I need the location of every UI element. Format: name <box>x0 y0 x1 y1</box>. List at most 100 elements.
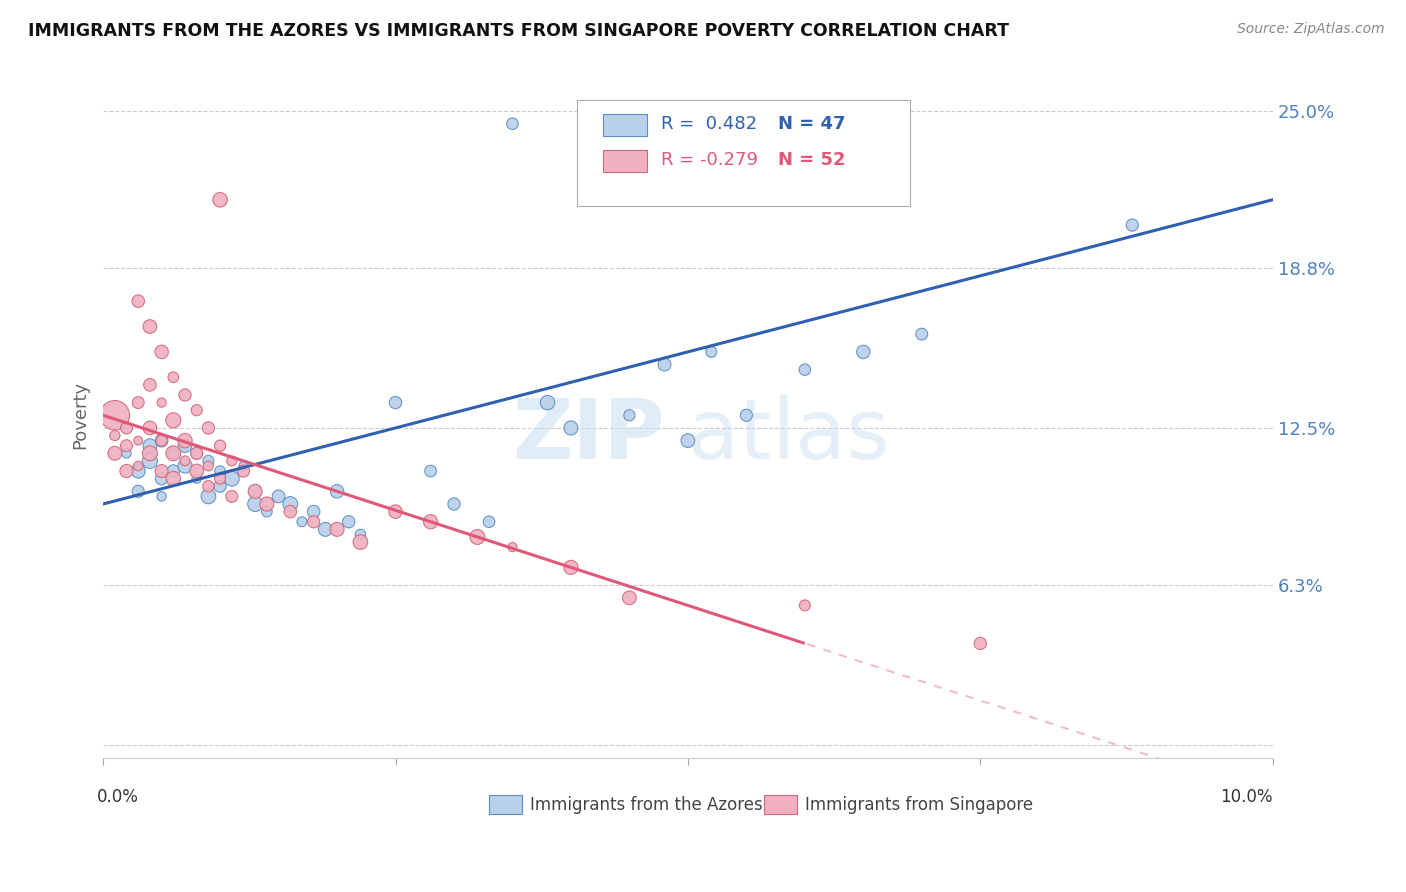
Point <box>1121 218 1143 232</box>
Point <box>127 458 149 473</box>
Point <box>115 446 138 460</box>
Point <box>127 395 149 409</box>
Point <box>209 193 232 207</box>
Point <box>467 530 489 544</box>
Point <box>443 497 465 511</box>
Point <box>302 505 325 519</box>
Point <box>221 454 243 468</box>
Point <box>314 522 336 536</box>
Point <box>186 446 208 460</box>
Point <box>150 434 173 448</box>
Point <box>221 472 243 486</box>
Point <box>162 446 184 460</box>
Point <box>104 428 127 442</box>
Point <box>162 472 184 486</box>
Point <box>139 454 162 468</box>
Point <box>174 458 197 473</box>
Point <box>221 490 243 504</box>
Point <box>209 479 232 493</box>
Point <box>186 446 208 460</box>
Text: N = 47: N = 47 <box>778 115 845 133</box>
Point <box>150 464 173 478</box>
Point <box>174 434 197 448</box>
Point <box>174 388 197 402</box>
Point <box>186 403 208 417</box>
Text: IMMIGRANTS FROM THE AZORES VS IMMIGRANTS FROM SINGAPORE POVERTY CORRELATION CHAR: IMMIGRANTS FROM THE AZORES VS IMMIGRANTS… <box>28 22 1010 40</box>
Point <box>197 454 219 468</box>
Point <box>174 439 197 453</box>
Point <box>302 515 325 529</box>
Point <box>267 490 290 504</box>
Point <box>150 395 173 409</box>
FancyBboxPatch shape <box>603 150 647 171</box>
Point <box>384 505 406 519</box>
Point <box>793 599 815 613</box>
Point <box>560 560 582 574</box>
Text: N = 52: N = 52 <box>778 151 845 169</box>
Point <box>162 464 184 478</box>
Point <box>326 484 349 499</box>
Point <box>501 117 523 131</box>
Point <box>209 472 232 486</box>
FancyBboxPatch shape <box>603 114 647 136</box>
Point <box>115 464 138 478</box>
Point <box>256 505 278 519</box>
Point <box>232 464 254 478</box>
Point <box>676 434 699 448</box>
Point <box>127 294 149 309</box>
Text: Source: ZipAtlas.com: Source: ZipAtlas.com <box>1237 22 1385 37</box>
Point <box>654 358 676 372</box>
Point <box>232 458 254 473</box>
Y-axis label: Poverty: Poverty <box>72 381 89 450</box>
Point <box>349 527 371 541</box>
Point <box>969 636 991 650</box>
Point <box>619 409 641 423</box>
Point <box>139 421 162 435</box>
Point <box>127 484 149 499</box>
Point <box>243 497 266 511</box>
Point <box>186 464 208 478</box>
FancyBboxPatch shape <box>489 795 522 814</box>
Point <box>209 464 232 478</box>
Point <box>793 362 815 376</box>
Point <box>104 409 127 423</box>
Point <box>278 505 301 519</box>
Point <box>337 515 360 529</box>
Point <box>209 439 232 453</box>
Text: R =  0.482: R = 0.482 <box>661 115 756 133</box>
Point <box>349 535 371 549</box>
Point <box>419 464 441 478</box>
Text: R = -0.279: R = -0.279 <box>661 151 758 169</box>
Point <box>619 591 641 605</box>
Point <box>243 484 266 499</box>
Point <box>560 421 582 435</box>
Point <box>115 439 138 453</box>
Point <box>419 515 441 529</box>
Point <box>291 515 314 529</box>
Point <box>139 446 162 460</box>
Point <box>278 497 301 511</box>
Text: 0.0%: 0.0% <box>97 789 139 806</box>
Point <box>139 439 162 453</box>
Point <box>162 413 184 427</box>
Point <box>243 484 266 499</box>
Point <box>150 490 173 504</box>
Point <box>150 344 173 359</box>
Point <box>186 472 208 486</box>
Point <box>501 540 523 554</box>
Point <box>735 409 758 423</box>
Point <box>256 497 278 511</box>
Point <box>326 522 349 536</box>
Text: Immigrants from Singapore: Immigrants from Singapore <box>804 796 1033 814</box>
Point <box>150 472 173 486</box>
Point <box>384 395 406 409</box>
Point <box>536 395 558 409</box>
Point <box>478 515 501 529</box>
Point <box>139 377 162 392</box>
Point <box>162 370 184 384</box>
Point <box>197 421 219 435</box>
FancyBboxPatch shape <box>763 795 797 814</box>
Text: 10.0%: 10.0% <box>1220 789 1272 806</box>
Text: Immigrants from the Azores: Immigrants from the Azores <box>530 796 762 814</box>
Point <box>174 454 197 468</box>
